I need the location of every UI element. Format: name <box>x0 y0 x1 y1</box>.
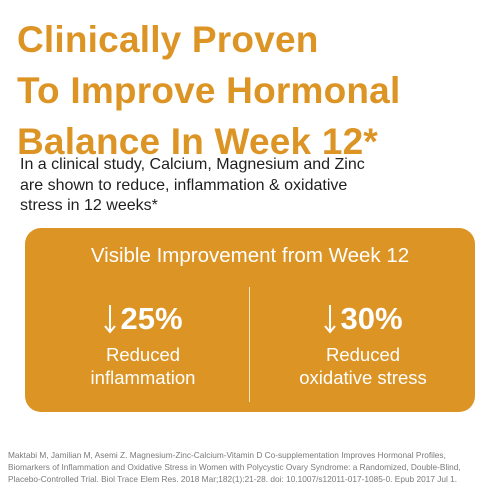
stat-label-line-2: oxidative stress <box>299 367 427 388</box>
citation-line-1: Maktabi M, Jamilian M, Asemi Z. Magnesiu… <box>8 450 446 460</box>
stat-value: 30% <box>340 301 403 336</box>
stat-value-row: 25% <box>43 300 243 338</box>
citation: Maktabi M, Jamilian M, Asemi Z. Magnesiu… <box>8 449 496 485</box>
stat-label-line-1: Reduced <box>105 344 181 365</box>
citation-line-2: Biomarkers of Inflammation and Oxidative… <box>8 462 461 472</box>
intro-line-2: are shown to reduce, inflammation & oxid… <box>20 176 348 194</box>
stat-label-line-1: Reduced <box>325 344 401 365</box>
panel-title: Visible Improvement from Week 12 <box>90 244 410 267</box>
stat-value: 25% <box>120 301 183 336</box>
stat-label-line-2: inflammation <box>90 367 196 388</box>
intro-line-1: In a clinical study, Calcium, Magnesium … <box>20 156 365 173</box>
intro-paragraph: In a clinical study, Calcium, Magnesium … <box>20 155 485 217</box>
headline: Clinically Proven To Improve Hormonal Ba… <box>17 14 487 167</box>
stat-oxidative-stress: 30% Reduced oxidative stress <box>263 300 463 389</box>
citation-line-3: Placebo-Controlled Trial. Biol Trace Ele… <box>8 474 458 484</box>
improvement-panel: Visible Improvement from Week 12 25% Red… <box>25 228 475 412</box>
down-arrow-icon <box>104 305 117 334</box>
stat-value-row: 30% <box>263 300 463 338</box>
headline-line-1: Clinically Proven <box>17 19 319 60</box>
panel-divider <box>249 287 250 402</box>
stat-inflammation: 25% Reduced inflammation <box>43 300 243 389</box>
headline-line-3: Balance In Week 12* <box>17 121 378 162</box>
headline-line-2: To Improve Hormonal <box>17 70 401 111</box>
down-arrow-icon <box>324 305 337 334</box>
intro-line-3: stress in 12 weeks* <box>20 197 158 214</box>
